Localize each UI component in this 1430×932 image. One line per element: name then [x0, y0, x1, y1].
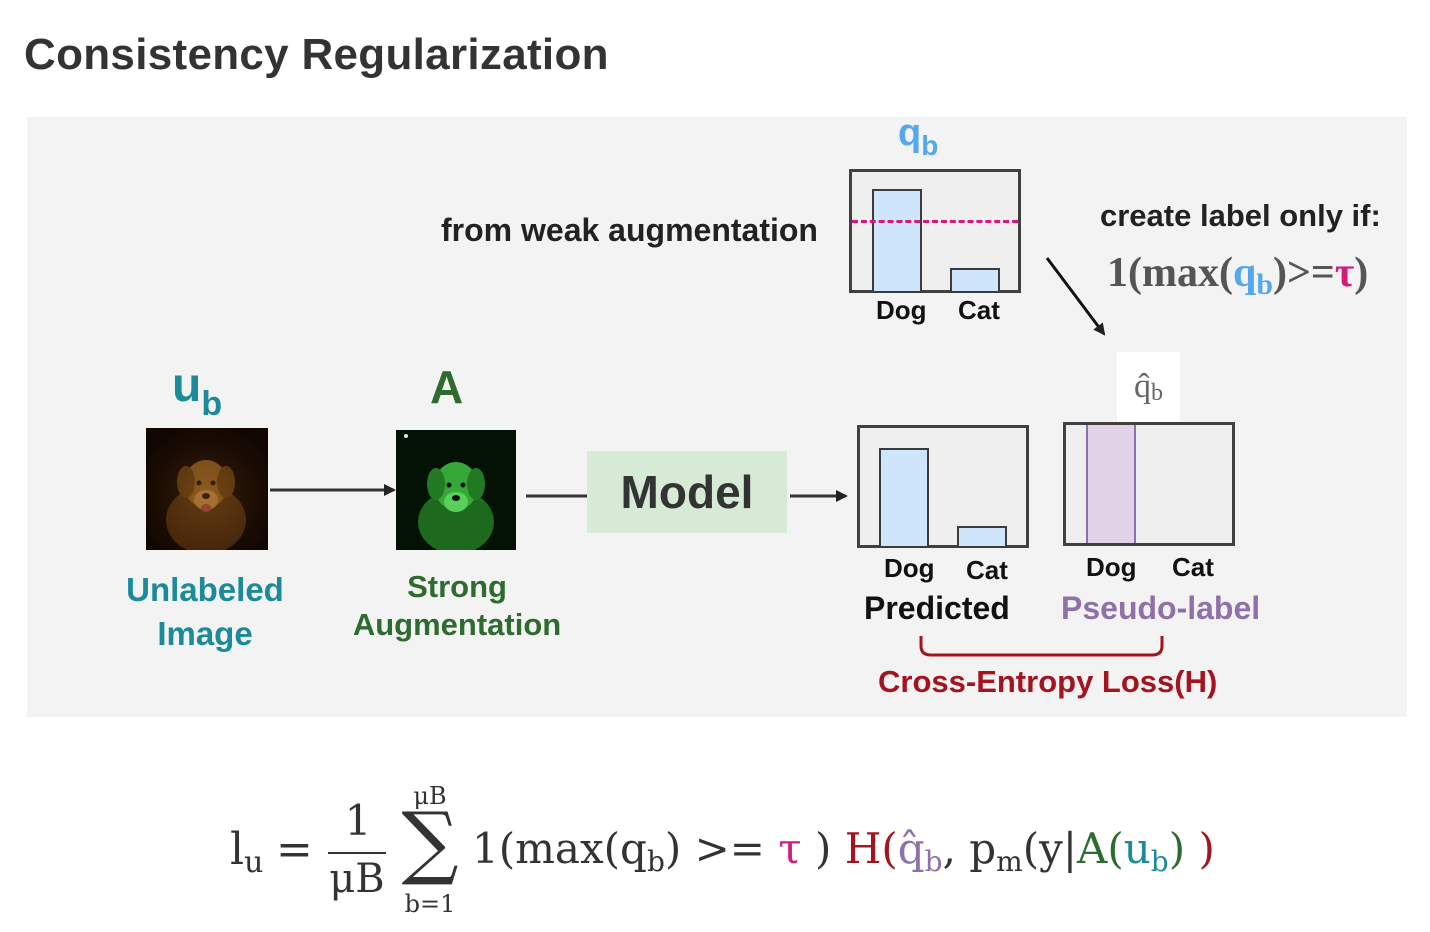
- predicted-label: Predicted: [864, 590, 1010, 626]
- formula-qhat-sub: b: [924, 845, 943, 878]
- weak-symbol: qb: [898, 112, 938, 160]
- dog-photo-icon: [146, 428, 268, 550]
- green-dog-photo-icon: [396, 430, 516, 550]
- model-label: Model: [620, 466, 754, 518]
- unlabeled-label: Unlabeled Image: [100, 568, 310, 656]
- pseudo-label-symbol: q̂ b: [1117, 352, 1180, 422]
- predicted-category-cat: Cat: [966, 555, 1008, 585]
- augmentation-label: Strong Augmentation: [340, 568, 574, 644]
- augmentation-label-line2: Augmentation: [352, 607, 562, 642]
- predicted-bar-dog: [879, 448, 929, 548]
- formula-frac-bar: [328, 852, 386, 854]
- formula-indicator: 1(max(q: [472, 824, 647, 873]
- predicted-category-dog: Dog: [884, 553, 935, 583]
- unlabeled-label-line2: Image: [157, 615, 253, 652]
- formula-lhs-main: l: [230, 824, 245, 875]
- unlabeled-symbol: ub: [172, 359, 222, 422]
- formula-lhs-sub: u: [244, 845, 264, 880]
- formula-A-close: ): [1168, 824, 1186, 873]
- formula-qhat: q̂: [897, 824, 925, 873]
- pseudo-symbol-main: q̂: [1134, 368, 1151, 405]
- condition-caption: create label only if:: [1100, 198, 1381, 233]
- formula-sum-upper: μB: [413, 782, 447, 810]
- condition-expr-tau: τ: [1334, 250, 1355, 296]
- pseudo-category-dog: Dog: [1086, 552, 1137, 582]
- formula-tau: τ: [778, 824, 802, 873]
- condition-expr-prefix: 1(max(: [1107, 250, 1233, 296]
- pseudo-label-label: Pseudo-label: [1061, 590, 1261, 626]
- formula-A: A: [1077, 824, 1108, 873]
- unlabeled-symbol-main: u: [172, 359, 202, 412]
- formula-A-open: (: [1107, 824, 1124, 873]
- formula-y-part: (y|: [1022, 824, 1077, 873]
- pseudo-symbol-sub: b: [1151, 379, 1163, 406]
- formula-p-sub: m: [996, 845, 1023, 878]
- formula-close-paren: ): [814, 824, 832, 873]
- formula-u: u: [1123, 824, 1151, 873]
- unlabeled-image: [146, 428, 268, 550]
- formula-frac-den: μB: [329, 856, 385, 902]
- formula-open-paren: (: [881, 824, 898, 873]
- loss-label: Cross-Entropy Loss(H): [878, 664, 1218, 699]
- pseudo-bar-dog: [1086, 425, 1136, 543]
- formula-comma-p: , p: [942, 824, 997, 873]
- model-box: Model: [587, 451, 787, 533]
- formula-frac-num: 1: [344, 796, 372, 845]
- loss-formula: lu = 1 μB μB ∑ b=1 1(max(qb) >= τ ) H(q̂…: [0, 780, 1430, 920]
- formula-sum-sign: ∑: [401, 795, 459, 888]
- weak-symbol-main: q: [898, 112, 922, 154]
- formula-sum-lower: b=1: [404, 890, 456, 918]
- formula-indicator-close: ) >=: [664, 824, 779, 873]
- page-title: Consistency Regularization: [24, 30, 609, 79]
- condition-expr-end: ): [1354, 250, 1369, 296]
- weak-bar-dog: [872, 189, 922, 293]
- condition-expr-q: q: [1232, 250, 1257, 296]
- loss-bracket: [919, 636, 1164, 657]
- augmented-image: [396, 430, 516, 550]
- augmentation-label-line1: Strong: [407, 569, 507, 604]
- formula-H: H: [844, 824, 882, 873]
- pseudo-category-cat: Cat: [1172, 552, 1214, 582]
- condition-expression: 1(max(qb)>=τ): [1107, 250, 1369, 300]
- augmentation-symbol: A: [430, 361, 464, 413]
- pseudo-label-chart: [1063, 422, 1235, 546]
- weak-category-cat: Cat: [958, 295, 1000, 325]
- formula-u-sub: b: [1150, 845, 1169, 878]
- condition-expr-sub: b: [1256, 268, 1274, 301]
- unlabeled-symbol-sub: b: [201, 385, 223, 423]
- condition-expr-mid: )>=: [1273, 250, 1335, 296]
- weak-chart: [849, 169, 1021, 293]
- formula-lhs: lu: [230, 824, 263, 880]
- weak-symbol-sub: b: [921, 130, 939, 161]
- weak-category-dog: Dog: [876, 295, 927, 325]
- predicted-bar-cat: [957, 526, 1007, 548]
- predicted-chart: [857, 425, 1029, 548]
- confidence-threshold-line: [852, 220, 1018, 223]
- formula-indicator-sub: b: [646, 845, 665, 878]
- unlabeled-label-line1: Unlabeled: [126, 571, 284, 608]
- weak-bar-cat: [950, 268, 1000, 293]
- formula-equals: =: [276, 824, 313, 875]
- weak-caption: from weak augmentation: [441, 212, 818, 248]
- formula-final-close: ): [1185, 824, 1215, 873]
- arrow-condition-to-pseudo: [1045, 257, 1106, 336]
- formula-body: 1(max(qb) >= τ ) H(q̂b, pm(y|A(ub) ): [472, 824, 1215, 878]
